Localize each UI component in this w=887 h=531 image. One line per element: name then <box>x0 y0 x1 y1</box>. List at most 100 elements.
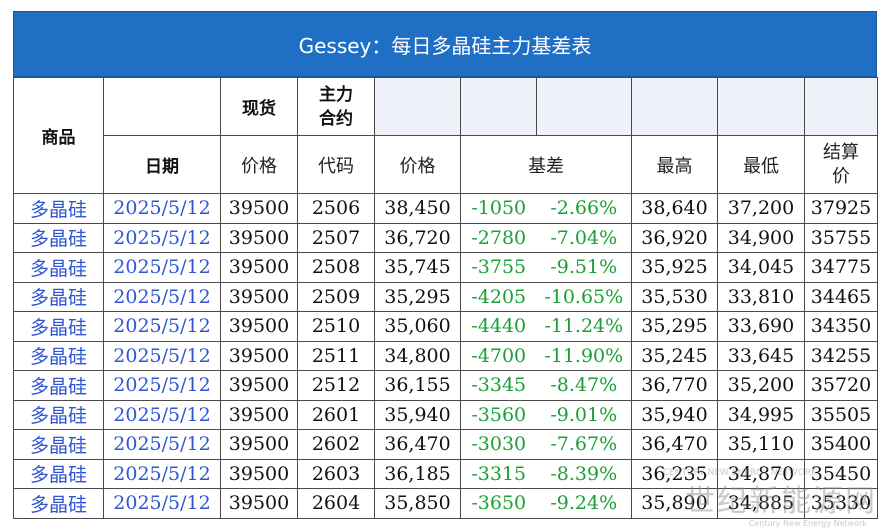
cell-date: 2025/5/12 <box>103 222 221 253</box>
cell-code: 2603 <box>297 458 375 489</box>
cell-basis-pct: -7.04% <box>536 222 632 253</box>
cell-basis: -4205 <box>460 281 537 312</box>
cell-high: 35,295 <box>631 311 718 342</box>
table-row: 多晶硅 2025/5/12 39500 2603 36,185 -3315 -8… <box>13 458 878 489</box>
cell-basis-pct: -11.90% <box>536 340 632 371</box>
cell-date: 2025/5/12 <box>103 370 221 401</box>
header-basis: 基差 <box>460 135 632 194</box>
cell-settle: 34350 <box>804 311 878 342</box>
cell-product: 多晶硅 <box>13 193 104 224</box>
cell-product: 多晶硅 <box>13 399 104 430</box>
table-row: 多晶硅 2025/5/12 39500 2602 36,470 -3030 -7… <box>13 429 878 460</box>
cell-basis: -2780 <box>460 222 537 253</box>
table-row: 多晶硅 2025/5/12 39500 2509 35,295 -4205 -1… <box>13 281 878 312</box>
cell-price: 36,185 <box>374 458 461 489</box>
cell-product: 多晶硅 <box>13 222 104 253</box>
table-row: 多晶硅 2025/5/12 39500 2506 38,450 -1050 -2… <box>13 193 878 224</box>
cell-code: 2506 <box>297 193 375 224</box>
cell-basis-pct: -7.67% <box>536 429 632 460</box>
cell-settle: 35330 <box>804 488 878 519</box>
cell-high: 35,940 <box>631 399 718 430</box>
header-low: 最低 <box>717 135 805 194</box>
cell-settle: 35505 <box>804 399 878 430</box>
cell-code: 2510 <box>297 311 375 342</box>
header-shade-3 <box>536 77 632 136</box>
cell-basis-pct: -2.66% <box>536 193 632 224</box>
cell-low: 34,995 <box>717 399 805 430</box>
cell-product: 多晶硅 <box>13 340 104 371</box>
cell-price: 36,470 <box>374 429 461 460</box>
cell-date: 2025/5/12 <box>103 458 221 489</box>
cell-date: 2025/5/12 <box>103 399 221 430</box>
cell-high: 36,470 <box>631 429 718 460</box>
cell-settle: 34255 <box>804 340 878 371</box>
cell-low: 33,645 <box>717 340 805 371</box>
cell-low: 35,110 <box>717 429 805 460</box>
header-shade-4 <box>631 77 718 136</box>
header-settle-text: 结算价 <box>823 141 859 187</box>
cell-spot: 39500 <box>220 193 298 224</box>
cell-code: 2601 <box>297 399 375 430</box>
cell-date: 2025/5/12 <box>103 281 221 312</box>
cell-basis: -1050 <box>460 193 537 224</box>
header-blank <box>103 77 221 136</box>
cell-price: 35,060 <box>374 311 461 342</box>
cell-settle: 34465 <box>804 281 878 312</box>
cell-basis-pct: -11.24% <box>536 311 632 342</box>
cell-spot: 39500 <box>220 370 298 401</box>
cell-high: 36,235 <box>631 458 718 489</box>
cell-product: 多晶硅 <box>13 252 104 283</box>
cell-low: 34,885 <box>717 488 805 519</box>
header-main-contract-text: 主力合约 <box>319 84 353 129</box>
cell-code: 2512 <box>297 370 375 401</box>
cell-basis: -4440 <box>460 311 537 342</box>
table-row: 多晶硅 2025/5/12 39500 2512 36,155 -3345 -8… <box>13 370 878 401</box>
table-row: 多晶硅 2025/5/12 39500 2604 35,850 -3650 -9… <box>13 488 878 519</box>
cell-basis-pct: -8.47% <box>536 370 632 401</box>
header-spot: 现货 <box>220 77 298 136</box>
basis-table: 商品 现货 主力合约 日期 价格 代码 价格 基差 最高 最低 结算价 <box>13 77 878 519</box>
header-code: 代码 <box>297 135 375 194</box>
cell-spot: 39500 <box>220 311 298 342</box>
cell-product: 多晶硅 <box>13 311 104 342</box>
cell-low: 34,900 <box>717 222 805 253</box>
cell-spot: 39500 <box>220 429 298 460</box>
cell-settle: 35755 <box>804 222 878 253</box>
table-row: 多晶硅 2025/5/12 39500 2510 35,060 -4440 -1… <box>13 311 878 342</box>
cell-spot: 39500 <box>220 281 298 312</box>
cell-low: 34,870 <box>717 458 805 489</box>
cell-spot: 39500 <box>220 222 298 253</box>
cell-settle: 35720 <box>804 370 878 401</box>
header-row-1: 商品 现货 主力合约 <box>13 77 878 194</box>
cell-basis: -3650 <box>460 488 537 519</box>
cell-spot: 39500 <box>220 399 298 430</box>
cell-date: 2025/5/12 <box>103 488 221 519</box>
header-fut-price: 价格 <box>374 135 461 194</box>
cell-product: 多晶硅 <box>13 458 104 489</box>
cell-spot: 39500 <box>220 488 298 519</box>
cell-price: 35,295 <box>374 281 461 312</box>
cell-spot: 39500 <box>220 458 298 489</box>
header-main-contract: 主力合约 <box>297 77 375 136</box>
cell-code: 2604 <box>297 488 375 519</box>
cell-low: 35,200 <box>717 370 805 401</box>
cell-price: 35,745 <box>374 252 461 283</box>
cell-basis-pct: -10.65% <box>536 281 632 312</box>
cell-date: 2025/5/12 <box>103 193 221 224</box>
cell-settle: 35400 <box>804 429 878 460</box>
cell-basis: -3315 <box>460 458 537 489</box>
header-row-2: 日期 价格 代码 价格 基差 最高 最低 结算价 <box>14 135 878 194</box>
cell-price: 35,940 <box>374 399 461 430</box>
cell-high: 35,925 <box>631 252 718 283</box>
cell-price: 34,800 <box>374 340 461 371</box>
header-date: 日期 <box>103 135 221 194</box>
cell-code: 2509 <box>297 281 375 312</box>
header-high: 最高 <box>631 135 718 194</box>
table-row: 多晶硅 2025/5/12 39500 2511 34,800 -4700 -1… <box>13 340 878 371</box>
cell-price: 36,720 <box>374 222 461 253</box>
cell-settle: 35450 <box>804 458 878 489</box>
cell-date: 2025/5/12 <box>103 429 221 460</box>
cell-spot: 39500 <box>220 252 298 283</box>
cell-basis: -4700 <box>460 340 537 371</box>
table-title: Gessey：每日多晶硅主力基差表 <box>13 11 877 77</box>
